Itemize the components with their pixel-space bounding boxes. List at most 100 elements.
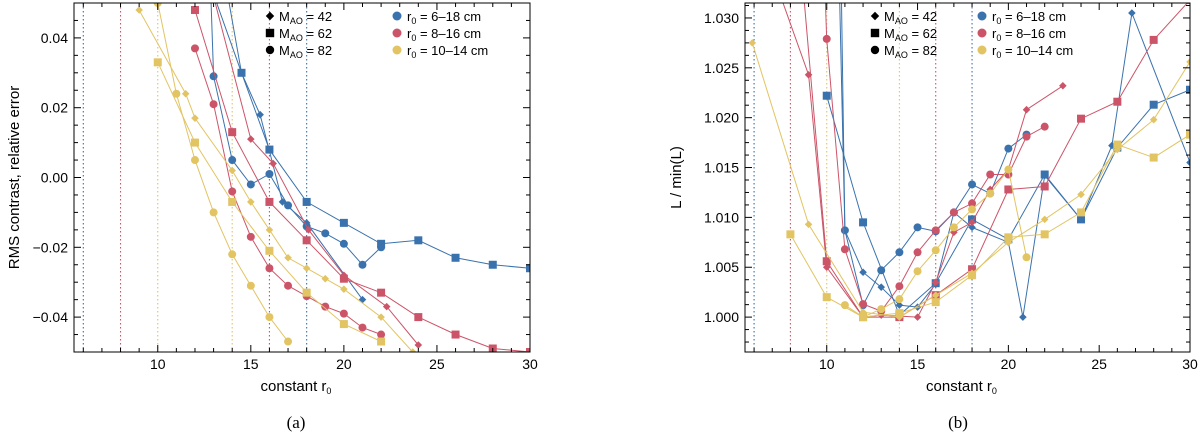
data-point	[414, 236, 423, 245]
legend-diamond-icon	[265, 11, 275, 21]
y-tick-label: 1.030	[704, 10, 739, 26]
data-point	[228, 128, 237, 137]
y-tick-label: 1.005	[704, 259, 739, 275]
guide-lines	[82, 3, 308, 352]
data-point	[339, 218, 348, 227]
data-point	[877, 266, 886, 275]
data-point	[1004, 233, 1013, 242]
data-point	[1149, 100, 1158, 109]
data-point	[209, 208, 218, 217]
data-point	[931, 291, 940, 299]
legend-color-label: r0 = 8–16 cm	[407, 26, 481, 43]
data-point	[949, 208, 958, 217]
data-point	[190, 138, 199, 147]
data-point	[986, 189, 995, 198]
data-point	[340, 285, 348, 293]
data-point	[822, 263, 831, 272]
data-point	[269, 159, 277, 168]
data-point	[895, 295, 904, 304]
data-point	[321, 274, 330, 283]
data-point	[968, 223, 976, 232]
panel-b-l-over-min-chart: 10 15 20 25 30 1.000 1.005 1.010 1.015 1.020 1.025…	[668, 2, 1198, 432]
data-point	[246, 232, 255, 241]
data-point	[877, 283, 886, 291]
data-point	[190, 5, 199, 14]
y-tick-label: 1.015	[704, 160, 739, 176]
y-tick-label: −0.02	[33, 239, 69, 255]
data-point	[265, 313, 274, 322]
x-tick-label: 10	[150, 356, 166, 372]
data-point	[913, 313, 922, 321]
data-point	[931, 278, 940, 286]
data-point	[1040, 122, 1049, 131]
data-point	[278, 198, 287, 206]
data-point	[931, 226, 940, 235]
y-tick-label: 1.025	[704, 60, 739, 76]
data-point	[1077, 114, 1086, 123]
legend-circle-icon	[265, 45, 275, 55]
data-point	[246, 281, 255, 290]
legend-marker-label: MAO = 42	[884, 9, 937, 26]
data-point	[181, 89, 190, 98]
data-point	[191, 114, 199, 122]
data-point	[822, 34, 831, 43]
data-point	[1022, 253, 1031, 262]
data-point	[377, 243, 386, 252]
data-point	[526, 348, 530, 352]
data-point	[968, 180, 977, 189]
data-point	[172, 89, 181, 98]
legend-color-label: r0 = 10–14 cm	[407, 43, 488, 60]
data-point	[190, 156, 199, 165]
data-point	[968, 218, 976, 227]
data-point	[377, 337, 386, 346]
data-point	[822, 91, 831, 100]
panel-caption: (a)	[287, 413, 306, 432]
legend-red-dot-icon	[392, 28, 402, 38]
data-point	[748, 39, 757, 47]
x-tick-label: 20	[336, 356, 352, 372]
data-point	[228, 156, 237, 165]
legend-color-label: r0 = 8–16 cm	[992, 26, 1066, 43]
series-line-6	[138, 9, 414, 352]
data-point	[1186, 130, 1190, 139]
data-point	[302, 264, 311, 273]
data-point	[804, 220, 813, 229]
data-point	[1040, 170, 1049, 179]
data-point	[859, 313, 868, 322]
data-point	[265, 264, 274, 273]
legend-marker-label: MAO = 82	[884, 43, 937, 60]
data-point	[822, 257, 831, 266]
data-point	[265, 145, 274, 154]
data-point	[931, 246, 940, 255]
data-point	[284, 281, 293, 290]
data-point	[877, 305, 886, 314]
data-point	[265, 197, 274, 206]
data-point	[1004, 165, 1013, 174]
x-axis-label: constant r0	[926, 378, 997, 396]
series-line-4	[803, 3, 1188, 318]
data-point	[895, 248, 904, 257]
data-point	[488, 260, 497, 269]
y-tick-label: 1.000	[704, 309, 739, 325]
data-point	[153, 58, 162, 67]
x-tick-label: 15	[243, 356, 259, 372]
data-point	[339, 309, 348, 318]
data-point	[304, 226, 313, 234]
data-point	[284, 337, 293, 346]
data-point	[321, 229, 330, 238]
data-point	[1040, 215, 1049, 224]
tick-labels: 10 15 20 25 30 1.000 1.005 1.010 1.015 1.020 1.025…	[704, 10, 1198, 372]
y-axis-label: L / min(L)	[668, 146, 685, 209]
data-point	[786, 230, 795, 239]
data-point	[840, 226, 849, 235]
data-point	[840, 245, 849, 254]
y-tick-label: 0.02	[41, 100, 68, 116]
y-tick-label: −0.04	[33, 309, 69, 325]
panel-caption: (b)	[948, 413, 968, 432]
data-point	[1022, 132, 1031, 141]
data-point	[265, 226, 274, 234]
data-point	[339, 239, 348, 248]
data-point	[209, 100, 218, 109]
